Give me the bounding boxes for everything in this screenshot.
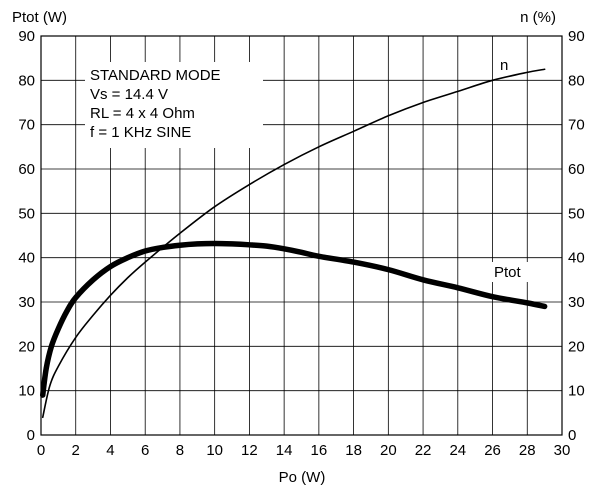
series-label-n: n <box>500 57 508 74</box>
x-tick-label: 22 <box>415 442 432 459</box>
y-axis-left-title: Ptot (W) <box>12 9 67 26</box>
y-tick-label-left: 50 <box>18 205 35 222</box>
series-line-n <box>41 68 546 419</box>
y-tick-label-left: 30 <box>18 294 35 311</box>
x-tick-label: 12 <box>241 442 258 459</box>
plot-frame <box>40 35 563 436</box>
n-label-background <box>496 55 514 73</box>
x-tick-label: 28 <box>519 442 536 459</box>
x-tick-label: 2 <box>72 442 80 459</box>
y-tick-label-right: 80 <box>568 72 585 89</box>
series-label-ptot: Ptot <box>494 264 522 281</box>
y-axis-right-title: n (%) <box>520 9 556 26</box>
annotation-line: Vs = 14.4 V <box>90 86 168 103</box>
x-tick-label: 20 <box>380 442 397 459</box>
y-tick-label-right: 30 <box>568 294 585 311</box>
x-tick-label: 18 <box>345 442 362 459</box>
x-tick-label: 26 <box>484 442 501 459</box>
x-tick-label: 6 <box>141 442 149 459</box>
y-tick-label-left: 60 <box>18 161 35 178</box>
annotation-line: RL = 4 x 4 Ohm <box>90 105 195 122</box>
x-tick-label: 24 <box>449 442 466 459</box>
x-axis-title: Po (W) <box>279 469 326 486</box>
x-tick-label: 0 <box>37 442 45 459</box>
y-tick-label-left: 40 <box>18 250 35 267</box>
y-tick-label-left: 90 <box>18 28 35 45</box>
y-tick-label-left: 0 <box>27 427 35 444</box>
y-tick-label-left: 80 <box>18 72 35 89</box>
ptot-label-background <box>490 262 530 282</box>
series-layer <box>39 68 548 419</box>
y-tick-label-left: 70 <box>18 117 35 134</box>
x-tick-label: 30 <box>554 442 571 459</box>
y-tick-label-right: 40 <box>568 250 585 267</box>
series-line-ptot <box>39 240 548 398</box>
annotation-box: STANDARD MODE Vs = 14.4 V RL = 4 x 4 Ohm… <box>85 62 263 148</box>
x-tick-label: 8 <box>176 442 184 459</box>
y-tick-label-right: 60 <box>568 161 585 178</box>
y-tick-label-right: 50 <box>568 205 585 222</box>
y-tick-label-right: 0 <box>568 427 576 444</box>
y-tick-label-right: 20 <box>568 338 585 355</box>
annotation-line: f = 1 KHz SINE <box>90 124 191 141</box>
x-tick-label: 10 <box>206 442 223 459</box>
x-tick-label: 4 <box>106 442 114 459</box>
y-tick-label-right: 70 <box>568 117 585 134</box>
annotation-line: STANDARD MODE <box>90 67 221 84</box>
y-tick-label-right: 10 <box>568 383 585 400</box>
y-tick-label-left: 10 <box>18 383 35 400</box>
y-tick-label-left: 20 <box>18 338 35 355</box>
annotation-background <box>85 62 263 148</box>
y-tick-label-right: 90 <box>568 28 585 45</box>
x-tick-label: 14 <box>276 442 293 459</box>
x-tick-label: 16 <box>311 442 328 459</box>
